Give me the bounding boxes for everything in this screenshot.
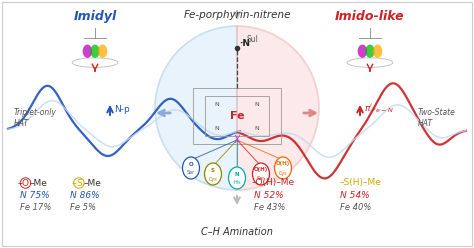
Text: –Me: –Me: [30, 179, 48, 187]
Text: Fe 43%: Fe 43%: [254, 203, 285, 212]
Text: O: O: [189, 161, 193, 166]
Text: N-p: N-p: [114, 104, 130, 114]
Text: Fe: Fe: [230, 111, 244, 121]
FancyBboxPatch shape: [2, 2, 472, 246]
Text: Sul: Sul: [247, 34, 259, 43]
Text: N 52%: N 52%: [254, 191, 283, 200]
Text: –S(H)–Me: –S(H)–Me: [340, 179, 382, 187]
Text: X: X: [234, 135, 240, 145]
Text: Fe-porphyrin-nitrene: Fe-porphyrin-nitrene: [183, 10, 291, 20]
Ellipse shape: [228, 167, 246, 189]
Ellipse shape: [358, 45, 367, 58]
Text: Sar: Sar: [257, 177, 265, 182]
Text: N 86%: N 86%: [70, 191, 100, 200]
Text: O(H): O(H): [254, 167, 268, 173]
Ellipse shape: [82, 45, 92, 58]
Text: –Me: –Me: [84, 179, 102, 187]
Ellipse shape: [90, 45, 100, 58]
Text: S: S: [76, 179, 82, 187]
Text: N: N: [215, 125, 219, 130]
Text: –: –: [18, 178, 23, 188]
Text: Cys: Cys: [209, 177, 218, 182]
Text: N: N: [235, 172, 239, 177]
Text: Imido-like: Imido-like: [335, 10, 405, 23]
Text: ·N: ·N: [239, 39, 250, 49]
Text: His: His: [233, 181, 241, 186]
Text: N 75%: N 75%: [20, 191, 50, 200]
Ellipse shape: [98, 45, 107, 58]
Ellipse shape: [274, 157, 292, 179]
Text: Ser: Ser: [187, 171, 195, 176]
Text: S: S: [211, 167, 215, 173]
Ellipse shape: [373, 45, 383, 58]
Text: N 54%: N 54%: [340, 191, 370, 200]
Text: Imidyl: Imidyl: [73, 10, 117, 23]
Text: Two-State
HAT: Two-State HAT: [418, 108, 456, 128]
Text: Fe 40%: Fe 40%: [340, 203, 371, 212]
Text: C–H Amination: C–H Amination: [201, 227, 273, 237]
Text: –: –: [72, 178, 77, 188]
Text: O(H): O(H): [276, 161, 290, 166]
Text: N: N: [255, 101, 259, 106]
Text: N: N: [255, 125, 259, 130]
Text: Fe 17%: Fe 17%: [20, 203, 51, 212]
Text: $\pi'_{Fe-N}$: $\pi'_{Fe-N}$: [364, 103, 394, 115]
Text: N: N: [215, 101, 219, 106]
Text: –O(H)–Me: –O(H)–Me: [252, 179, 295, 187]
Ellipse shape: [365, 45, 375, 58]
Text: Triplet-only
HAT: Triplet-only HAT: [14, 108, 57, 128]
Text: Fe 5%: Fe 5%: [70, 203, 96, 212]
Ellipse shape: [253, 163, 270, 185]
Wedge shape: [237, 26, 319, 190]
Ellipse shape: [182, 157, 200, 179]
Text: Cys: Cys: [279, 171, 287, 176]
Ellipse shape: [204, 163, 221, 185]
Text: O: O: [22, 179, 29, 187]
Wedge shape: [155, 26, 237, 190]
